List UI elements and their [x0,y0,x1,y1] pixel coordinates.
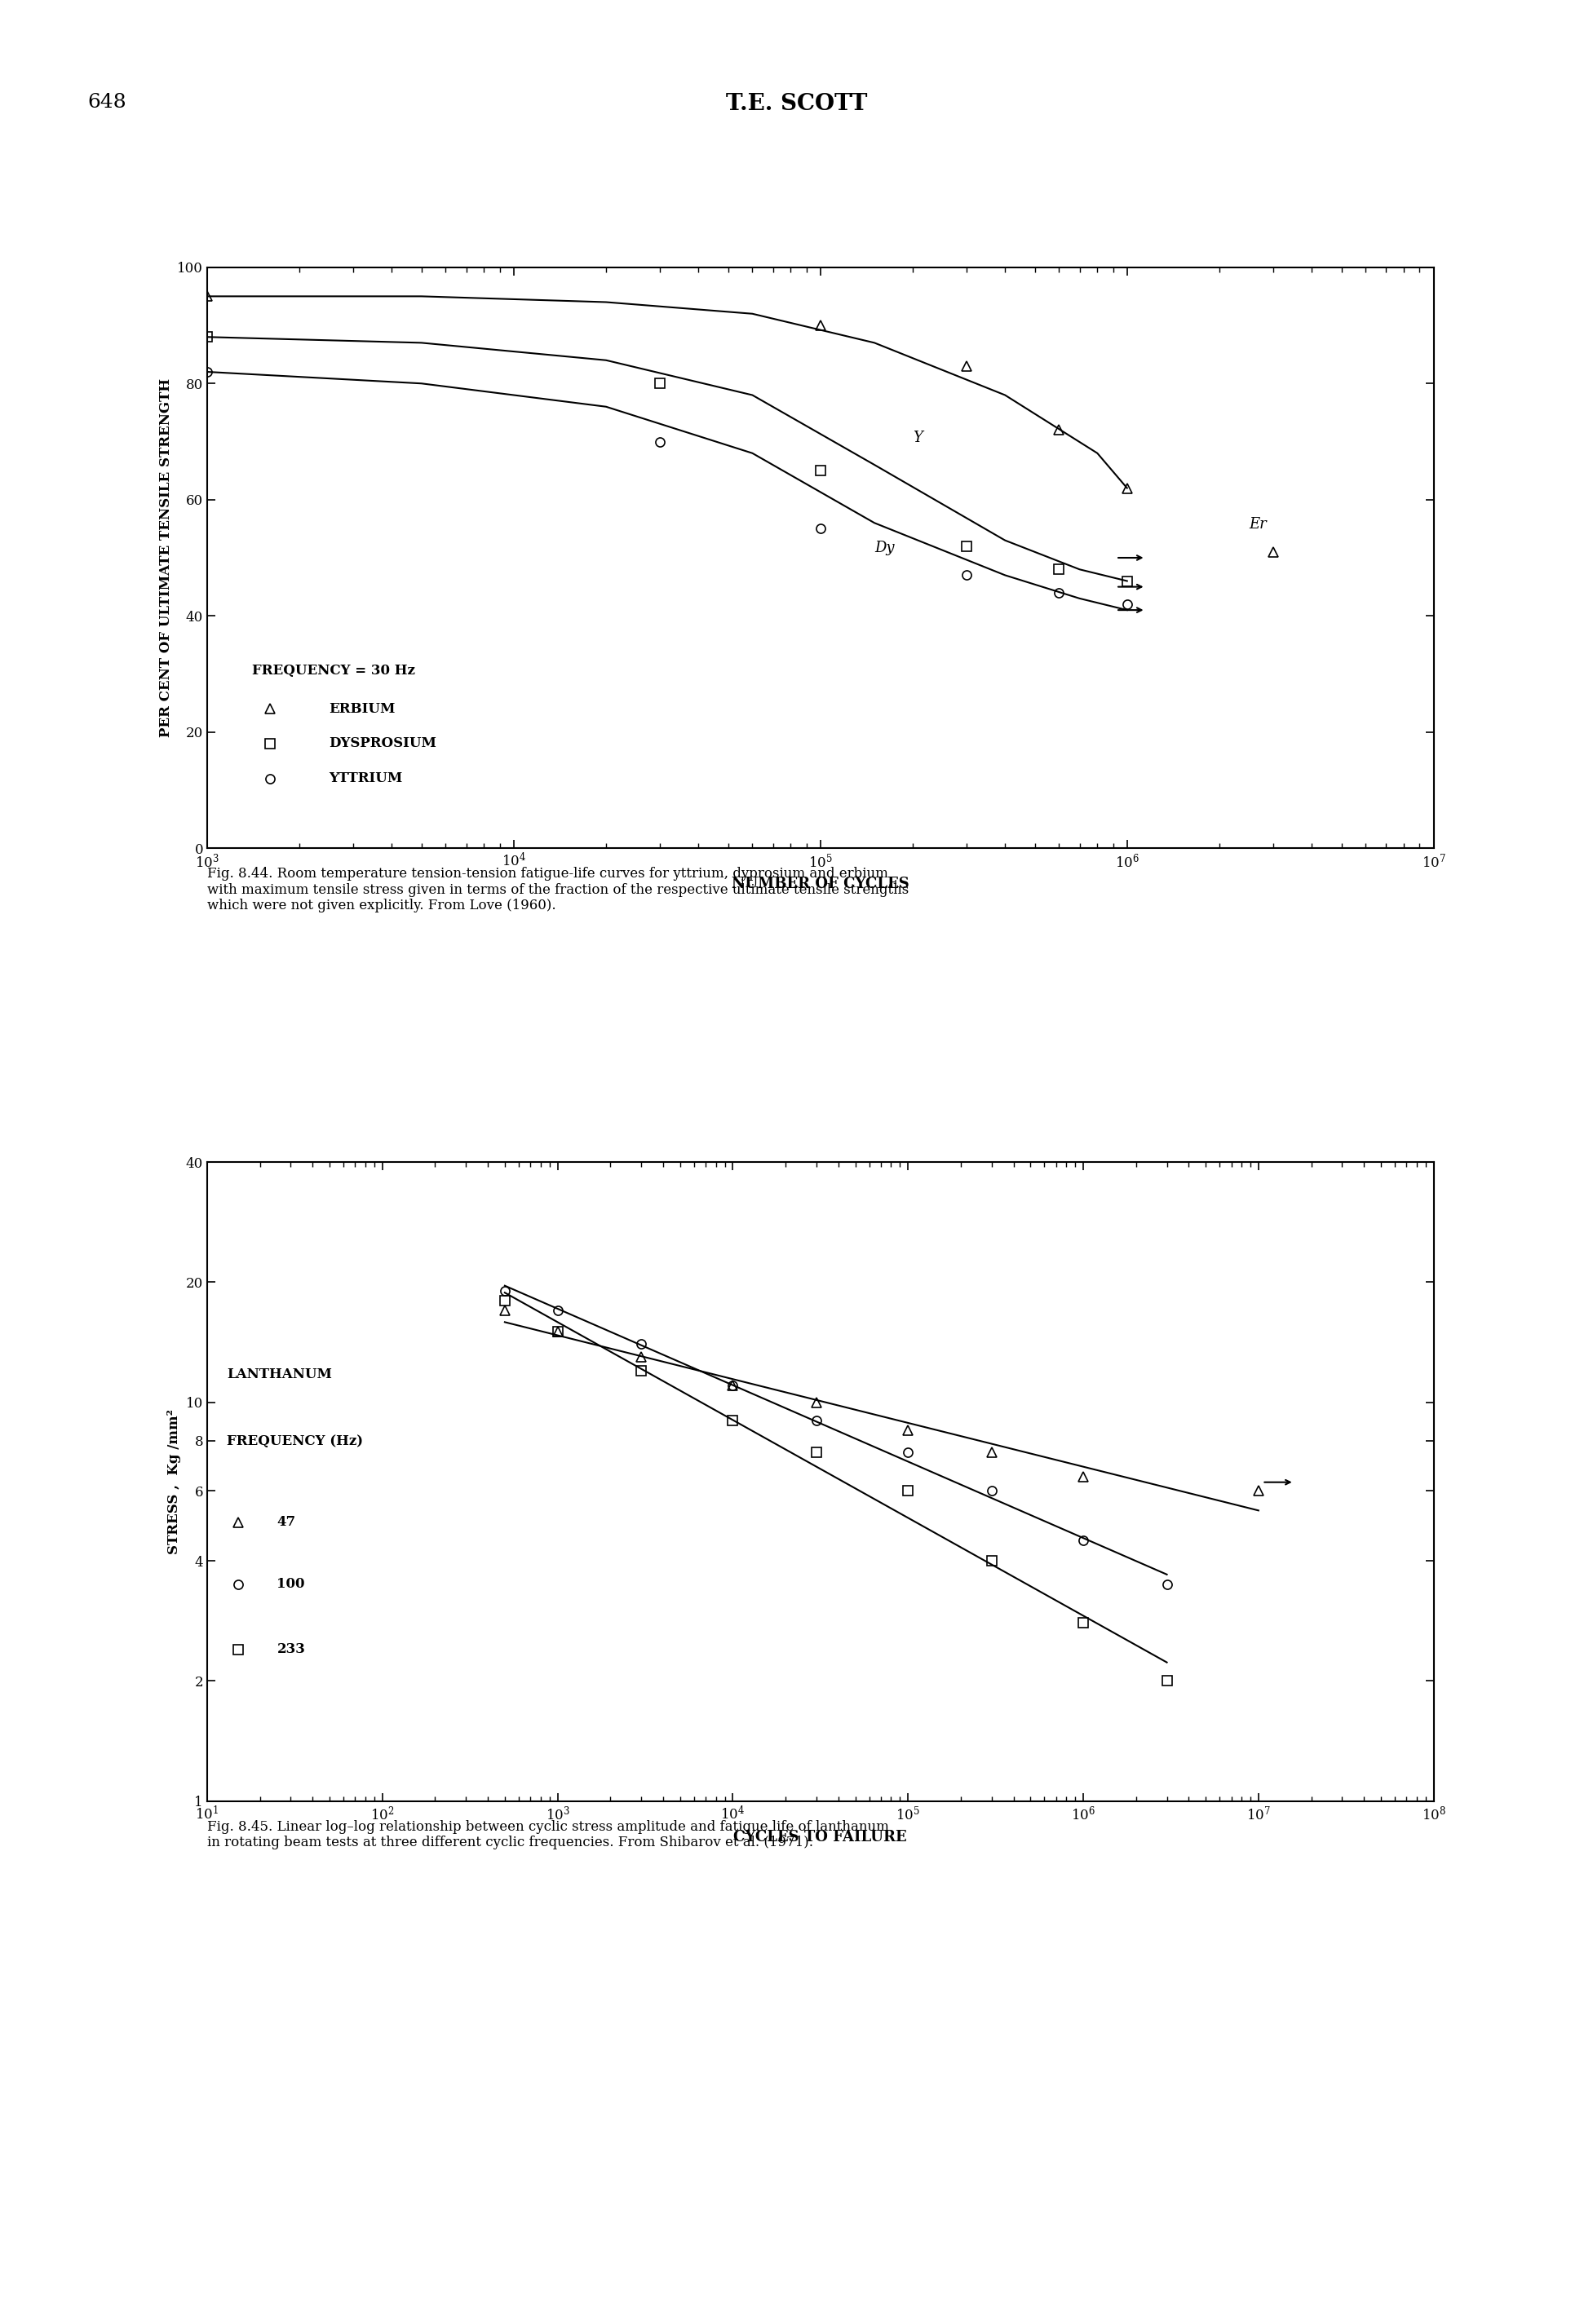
Text: Fig. 8.44. Room temperature tension-tension fatigue-life curves for yttrium, dyp: Fig. 8.44. Room temperature tension-tens… [207,867,908,913]
Text: T.E. SCOTT: T.E. SCOTT [726,93,867,114]
X-axis label: NUMBER OF CYCLES: NUMBER OF CYCLES [731,876,910,892]
Text: 100: 100 [277,1578,304,1592]
Text: FREQUENCY = 30 Hz: FREQUENCY = 30 Hz [252,662,414,676]
Y-axis label: STRESS ,  Kg /mm²: STRESS , Kg /mm² [167,1408,182,1555]
Text: LANTHANUM: LANTHANUM [228,1367,333,1380]
Text: ERBIUM: ERBIUM [330,702,395,716]
Text: FREQUENCY (Hz): FREQUENCY (Hz) [228,1434,363,1448]
Text: Fig. 8.45. Linear log–log relationship between cyclic stress amplitude and fatig: Fig. 8.45. Linear log–log relationship b… [207,1820,889,1850]
Y-axis label: PER CENT OF ULTIMATE TENSILE STRENGTH: PER CENT OF ULTIMATE TENSILE STRENGTH [159,379,172,737]
Text: 47: 47 [277,1515,296,1529]
Text: Dy: Dy [875,541,894,555]
Text: Y: Y [913,430,922,444]
X-axis label: CYCLES TO FAILURE: CYCLES TO FAILURE [734,1829,906,1845]
Text: 233: 233 [277,1643,306,1657]
Text: YTTRIUM: YTTRIUM [330,772,403,786]
Text: 648: 648 [88,93,126,112]
Text: Er: Er [1249,518,1266,532]
Text: DYSPROSIUM: DYSPROSIUM [330,737,436,751]
